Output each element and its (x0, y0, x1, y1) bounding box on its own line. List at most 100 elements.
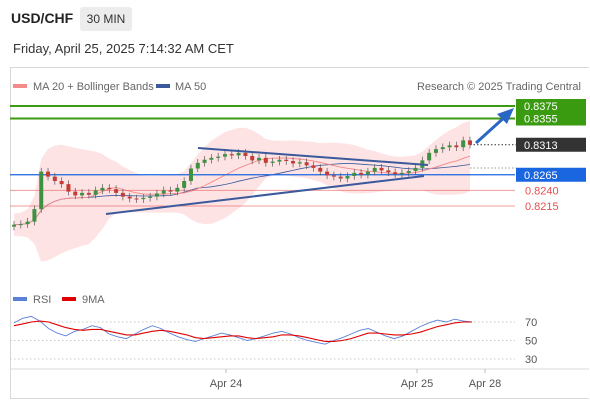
candle-body (141, 197, 146, 200)
candle-body (120, 192, 125, 197)
ma50-legend-label: MA 50 (175, 81, 206, 93)
candle-body (168, 190, 173, 192)
rsi-legend-swatch (13, 297, 27, 301)
date-time-label: Friday, April 25, 2025 7:14:32 AM CET (13, 41, 234, 56)
candle-body (243, 152, 248, 156)
candle-body (393, 172, 398, 175)
rsi-tick-label: 50 (525, 336, 537, 348)
candle-body (86, 192, 91, 195)
rsi-line (13, 315, 473, 345)
candle-body (182, 181, 187, 188)
ma50-legend-swatch (156, 84, 170, 88)
candle-body (379, 167, 384, 171)
candle-body (311, 165, 316, 168)
candle-body (229, 154, 234, 156)
candle-body (52, 176, 57, 181)
candle-body (134, 198, 139, 200)
level-label-target2: 0.8375 (524, 101, 558, 113)
candle-body (352, 172, 357, 176)
candle-body (468, 140, 472, 145)
rsi-ma-legend-label: 9MA (82, 294, 105, 306)
candle-body (236, 152, 241, 156)
rsi-ma-legend-swatch (62, 297, 76, 301)
credit-label: Research © 2025 Trading Central (417, 81, 581, 93)
level-label-support2: 0.8215 (525, 201, 559, 213)
candle-body (107, 187, 112, 190)
candle-body (433, 149, 438, 153)
candle-body (188, 168, 193, 181)
chart-frame (10, 67, 589, 399)
ma20-legend-label: MA 20 + Bollinger Bands (33, 81, 154, 93)
candle-body (338, 176, 343, 179)
candle-body (209, 157, 214, 160)
projection-arrow-shaft (474, 113, 509, 145)
projection-arrow-head (497, 108, 514, 124)
candle-body (12, 224, 16, 227)
candle-body (427, 152, 432, 161)
candle-body (447, 145, 452, 148)
candle-body (154, 193, 159, 197)
x-tick-label: Apr 24 (210, 378, 242, 390)
candle-body (386, 170, 391, 173)
candle-body (73, 191, 78, 196)
candle-body (202, 159, 207, 163)
candle-body (25, 221, 30, 225)
candle-body (222, 154, 227, 157)
candle-body (277, 159, 282, 162)
level-tag-target2 (516, 99, 586, 113)
candle-body (59, 181, 64, 185)
candle-body (359, 172, 364, 175)
rsi-legend-label: RSI (33, 294, 51, 306)
x-tick-label: Apr 28 (469, 378, 501, 390)
candle-body (18, 224, 23, 226)
candle-body (461, 140, 466, 148)
candle-body (161, 190, 166, 194)
candle-body (372, 167, 377, 172)
rsi-ma-line (13, 320, 472, 342)
timeframe-button[interactable]: 30 MIN (80, 7, 132, 31)
candle-body (270, 161, 275, 163)
candle-body (345, 176, 350, 179)
bollinger-bands-area (14, 121, 470, 262)
ma20-legend-swatch (13, 84, 27, 88)
candle-body (365, 171, 370, 175)
candle-body (297, 162, 302, 164)
rsi-tick-label: 30 (525, 354, 537, 366)
candle-body (216, 156, 221, 158)
candle-body (325, 171, 330, 176)
candle-body (93, 190, 98, 195)
top-bar: USD/CHF 30 MIN (0, 0, 590, 36)
candle-body (413, 167, 418, 171)
level-label-pivot: 0.8265 (524, 170, 558, 182)
level-tag-current (516, 137, 586, 152)
candle-body (440, 147, 445, 150)
candle-body (331, 175, 336, 177)
rsi-tick-label: 70 (525, 317, 537, 329)
candle-body (284, 159, 289, 161)
candle-body (406, 171, 411, 173)
candle-body (263, 157, 268, 163)
candle-body (175, 187, 180, 192)
level-label-target1: 0.8355 (524, 114, 558, 126)
candle-body (148, 196, 153, 198)
candle-body (257, 157, 262, 161)
level-tag-pivot (516, 167, 586, 182)
candle-body (291, 161, 296, 164)
candle-body (66, 184, 71, 192)
candle-body (318, 167, 323, 172)
candle-body (127, 196, 132, 199)
candle-body (46, 171, 51, 177)
candle-body (39, 171, 44, 210)
candle-body (399, 172, 404, 175)
candle-body (304, 162, 309, 166)
symbol-title: USD/CHF (11, 10, 74, 26)
x-tick-label: Apr 25 (401, 378, 433, 390)
candle-body (80, 192, 85, 196)
candle-body (250, 156, 255, 161)
candle-body (195, 162, 200, 169)
level-tag-target1 (516, 111, 586, 126)
candle-body (100, 187, 105, 191)
support-trendline (105, 175, 425, 215)
level-label-current: 0.8313 (524, 140, 558, 152)
